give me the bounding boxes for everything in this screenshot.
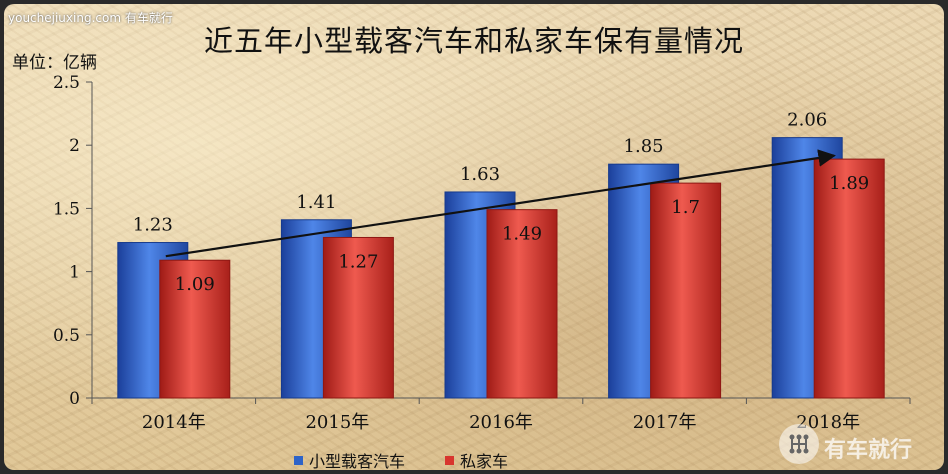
unit-label: 单位：亿辆 xyxy=(12,53,97,73)
x-tick-label: 2014年 xyxy=(142,412,206,433)
legend-swatch-red xyxy=(445,455,455,465)
legend-item-series1: 小型载客汽车 xyxy=(294,448,405,470)
x-tick-label: 2015年 xyxy=(305,412,369,433)
chart-frame: 0 0.5 1 1.5 2 2.5 1.23 1.09 2014年 1.41 1.27 2015年 1… xyxy=(4,4,944,470)
data-label-series2-1: 1.27 xyxy=(338,251,378,272)
y-tick-label: 1 xyxy=(69,263,80,283)
data-label-series1-0: 1.23 xyxy=(133,215,173,236)
y-tick-label: 2 xyxy=(69,136,80,156)
x-tick-label: 2017年 xyxy=(633,412,697,433)
y-tick-label: 0.5 xyxy=(53,326,80,346)
bar-chart: 0 0.5 1 1.5 2 2.5 1.23 1.09 2014年 1.41 1.27 2015年 1… xyxy=(53,73,911,433)
legend-swatch-blue xyxy=(294,455,303,465)
logo-badge xyxy=(779,424,819,464)
x-tick-label: 2018年 xyxy=(796,412,860,433)
legend-item-series2: 私家车 xyxy=(445,448,508,470)
legend-label-series1: 小型载客汽车 xyxy=(309,452,406,470)
y-tick-label: 1.5 xyxy=(53,199,80,219)
trend-arrow xyxy=(165,149,836,258)
gear-shift-icon xyxy=(789,434,809,454)
legend: 小型载客汽车 私家车 xyxy=(294,448,508,470)
data-label-series1-1: 1.41 xyxy=(296,192,336,213)
data-label-series1-3: 1.85 xyxy=(624,136,664,157)
y-tick-label: 0 xyxy=(69,389,80,409)
data-label-series2-3: 1.7 xyxy=(671,197,700,218)
bar-series2-2 xyxy=(486,209,558,399)
watermark-text: youchejiuxing.com 有车就行 xyxy=(8,11,173,25)
data-label-series1-2: 1.63 xyxy=(460,164,500,185)
data-label-series2-2: 1.49 xyxy=(502,224,542,245)
data-label-series1-4: 2.06 xyxy=(787,110,827,131)
x-tick-label: 2016年 xyxy=(469,412,533,433)
bar-series2-0 xyxy=(159,259,231,399)
legend-label-series2: 私家车 xyxy=(460,452,509,470)
bar-series2-1 xyxy=(322,236,394,399)
bar-series2-3 xyxy=(650,182,722,399)
y-tick-label: 2.5 xyxy=(53,73,80,93)
data-label-series2-0: 1.09 xyxy=(175,274,215,295)
bar-series2-4 xyxy=(813,158,885,399)
logo-text: 有车就行 xyxy=(824,438,913,463)
chart-title: 近五年小型载客汽车和私家车保有量情况 xyxy=(203,24,744,58)
data-label-series2-4: 1.89 xyxy=(829,173,869,194)
